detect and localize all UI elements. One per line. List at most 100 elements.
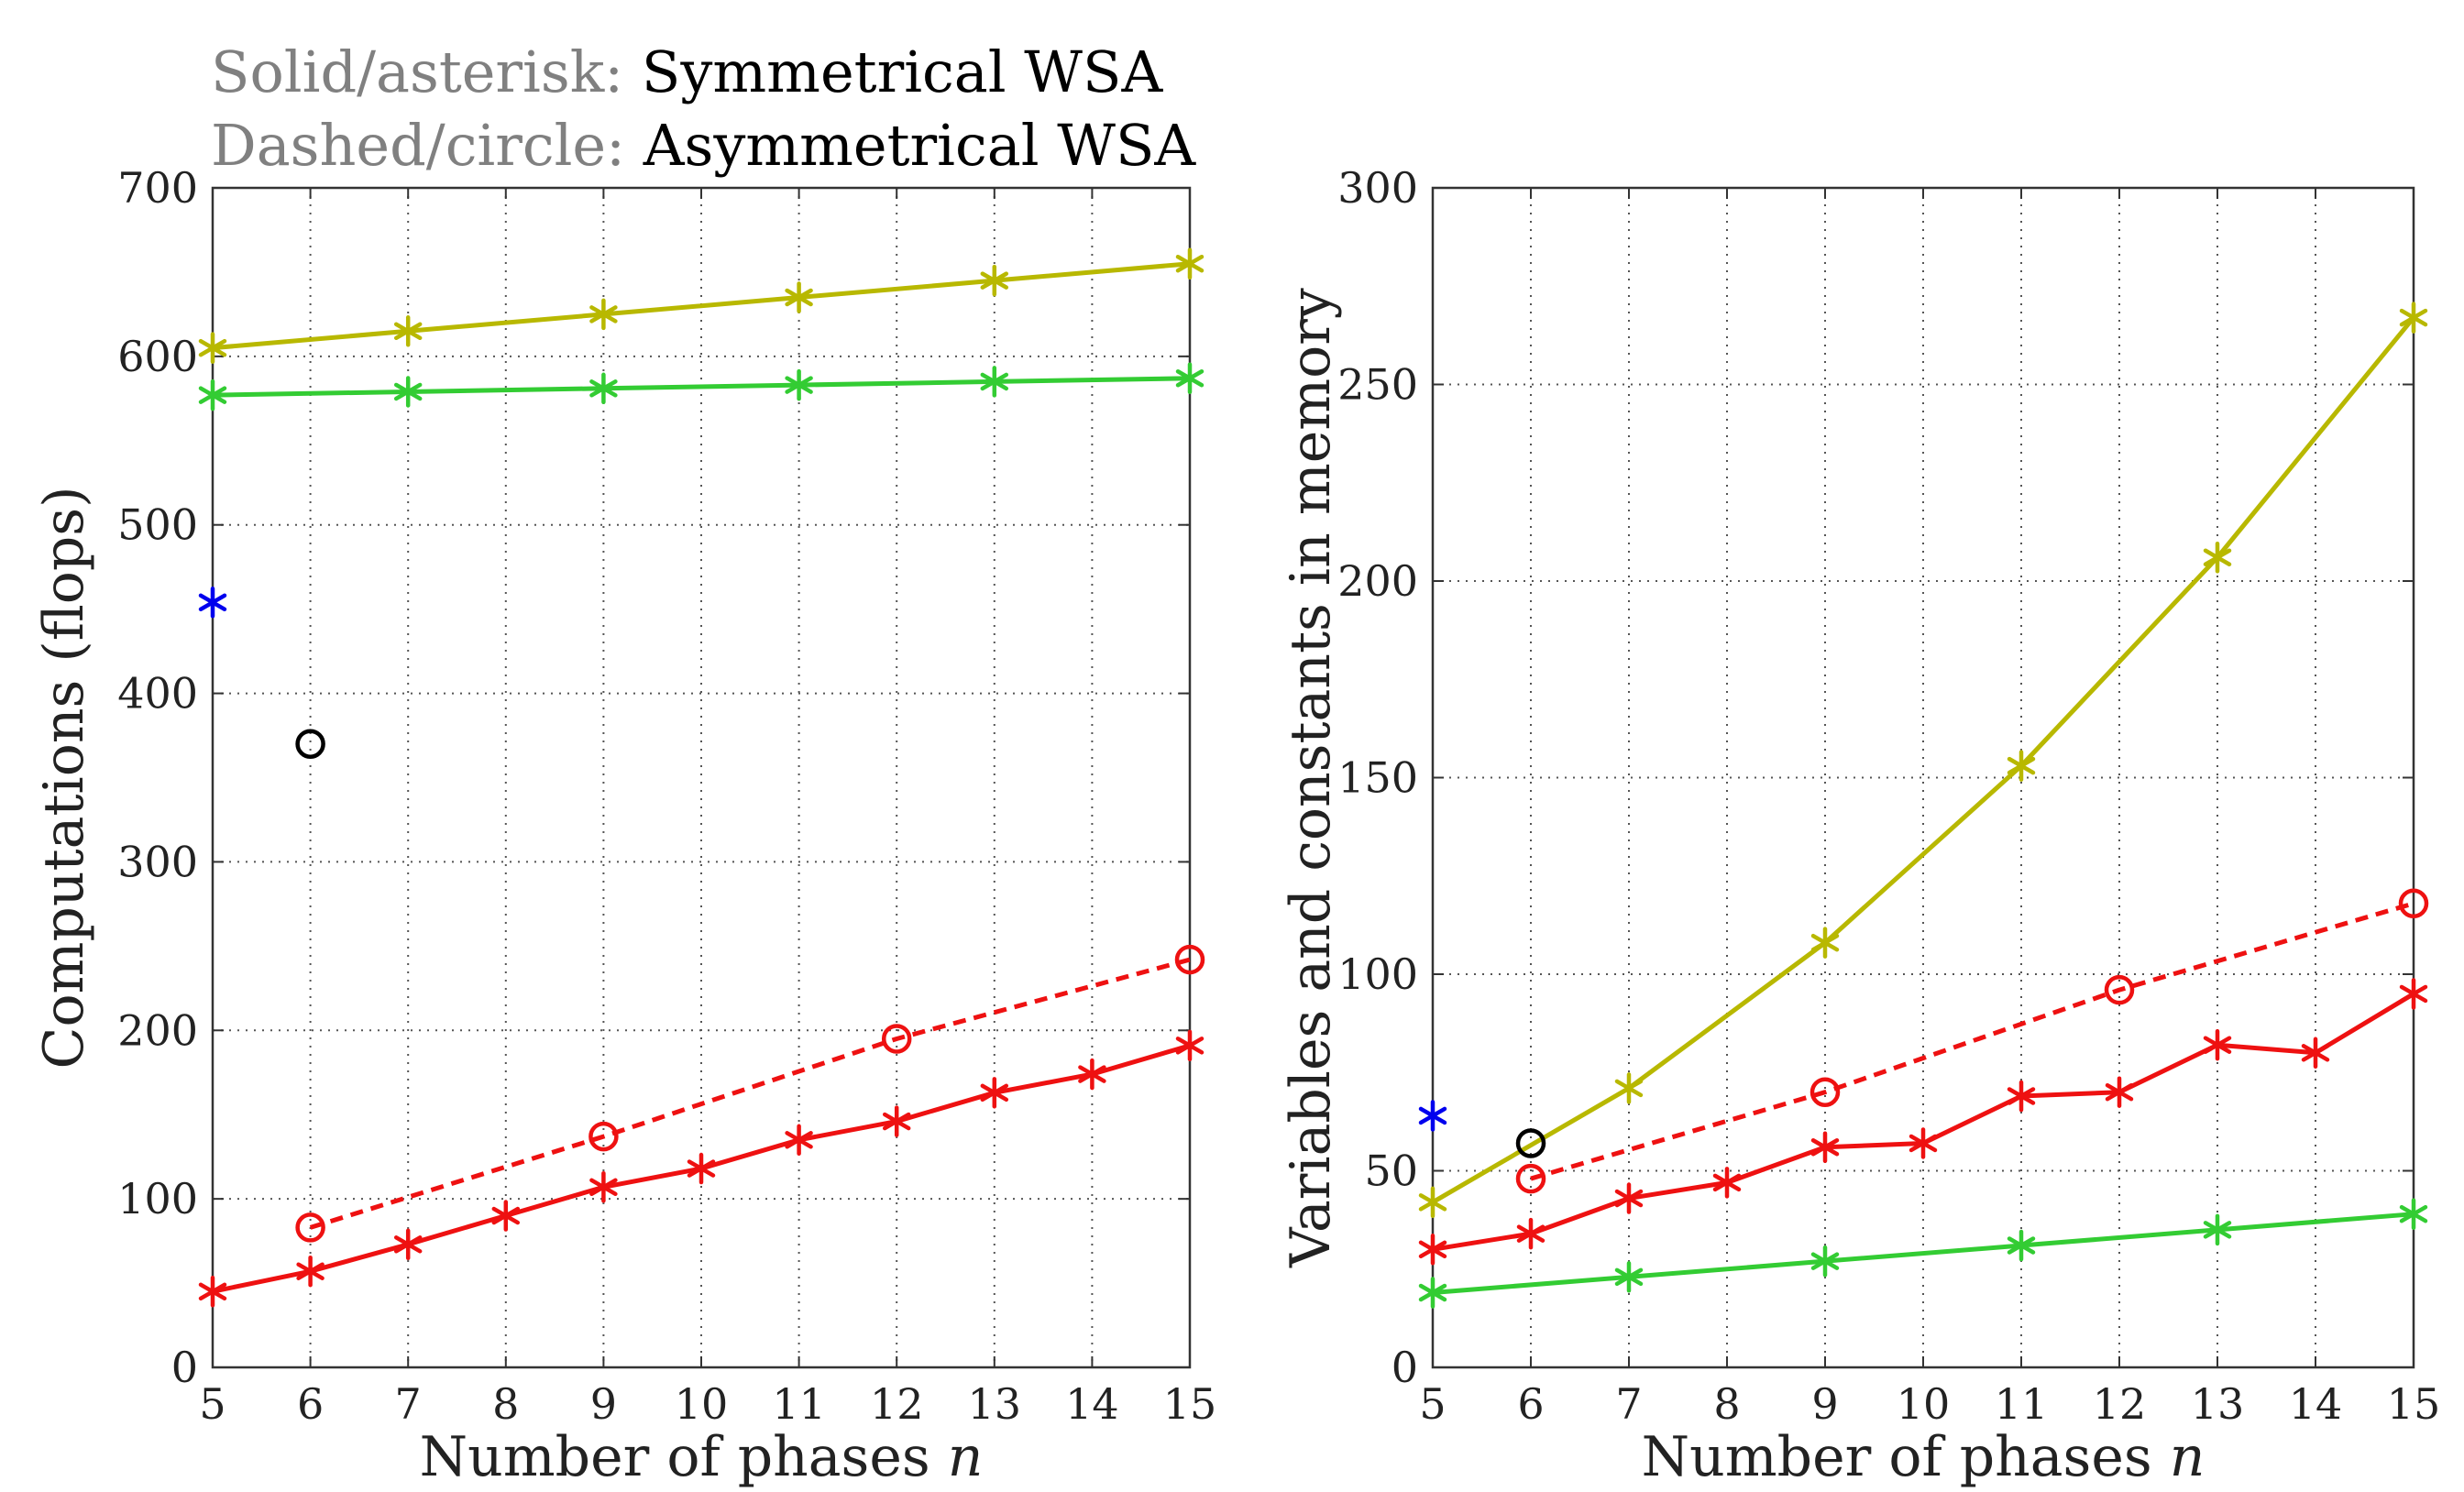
data-point-asterisk bbox=[785, 1124, 813, 1157]
y-tick-label: 200 bbox=[117, 1005, 198, 1055]
legend-key-dashed-circle: Dashed/circle: bbox=[211, 112, 626, 179]
series-yellow-symmetrical bbox=[1418, 302, 2428, 1219]
left-chart-panel: 5 6 7 8 9 10 11 12 13 14 15 0 100 200 300 400 500 600 700 N… bbox=[32, 163, 1216, 1489]
series-line bbox=[1432, 1212, 2414, 1295]
series-black-asymmetrical-point bbox=[1515, 1128, 1546, 1158]
series-blue-symmetrical-point bbox=[1418, 1100, 1447, 1132]
y-tick-label: 700 bbox=[117, 163, 198, 213]
y-tick-label: 50 bbox=[1364, 1146, 1418, 1196]
data-point-circle bbox=[1810, 1077, 1841, 1107]
data-point-circle bbox=[1515, 1128, 1546, 1158]
data-point-asterisk bbox=[1810, 927, 1840, 959]
x-tick-label: 11 bbox=[772, 1379, 826, 1429]
x-tick-label: 7 bbox=[395, 1379, 422, 1429]
data-point-circle bbox=[295, 729, 325, 759]
y-tick-label: 200 bbox=[1337, 556, 1418, 606]
data-point-asterisk bbox=[687, 1152, 716, 1185]
data-point-asterisk bbox=[1418, 1234, 1447, 1266]
data-point-asterisk bbox=[1418, 1100, 1447, 1132]
series-black-asymmetrical-point bbox=[295, 729, 325, 759]
x-tick-label: 5 bbox=[1419, 1379, 1446, 1429]
data-point-asterisk bbox=[198, 1276, 227, 1308]
data-point-asterisk bbox=[2203, 1213, 2232, 1246]
data-point-asterisk bbox=[1418, 1186, 1447, 1219]
series-line bbox=[212, 261, 1191, 351]
data-point-asterisk bbox=[2399, 978, 2428, 1010]
data-point-asterisk bbox=[198, 587, 227, 619]
y-tick-label: 300 bbox=[1337, 163, 1418, 213]
series-line bbox=[212, 376, 1191, 398]
data-point-circle bbox=[881, 1024, 912, 1054]
series-line bbox=[309, 957, 1191, 1230]
data-point-asterisk bbox=[589, 372, 618, 405]
legend-line-symmetrical: Solid/asterisk: Symmetrical WSA bbox=[211, 44, 1162, 101]
series-yellow-symmetrical bbox=[198, 247, 1204, 364]
data-point-asterisk bbox=[393, 1228, 423, 1261]
x-tick-label: 13 bbox=[968, 1379, 1022, 1429]
data-point-asterisk bbox=[1614, 1182, 1644, 1214]
data-point-asterisk bbox=[2399, 302, 2428, 334]
data-point-asterisk bbox=[1614, 1261, 1644, 1293]
data-point-asterisk bbox=[1712, 1167, 1742, 1199]
y-tick-label: 100 bbox=[1337, 949, 1418, 999]
data-point-asterisk bbox=[1418, 1277, 1447, 1309]
data-point-asterisk bbox=[980, 264, 1009, 297]
data-point-asterisk bbox=[296, 1255, 324, 1288]
data-point-asterisk bbox=[2007, 750, 2036, 782]
x-tick-label: 8 bbox=[492, 1379, 519, 1429]
data-point-asterisk bbox=[882, 1105, 911, 1137]
series-green-symmetrical bbox=[198, 362, 1204, 411]
y-axis-label: Computations (flops) bbox=[32, 487, 96, 1070]
y-tick-label: 500 bbox=[117, 500, 198, 550]
data-point-asterisk bbox=[980, 1077, 1009, 1109]
data-point-asterisk bbox=[2203, 1028, 2232, 1061]
x-axis-label-variable: n bbox=[2170, 1425, 2206, 1489]
x-tick-label: 6 bbox=[297, 1379, 324, 1429]
series-red-asymmetrical bbox=[1515, 888, 2429, 1194]
x-tick-label: 12 bbox=[2093, 1379, 2147, 1429]
y-tick-label: 250 bbox=[1337, 360, 1418, 410]
legend-key-solid-asterisk: Solid/asterisk: bbox=[211, 38, 624, 105]
x-tick-label: 15 bbox=[2387, 1379, 2441, 1429]
data-point-asterisk bbox=[393, 315, 423, 347]
data-point-circle bbox=[2104, 974, 2135, 1005]
x-tick-label: 15 bbox=[1163, 1379, 1217, 1429]
data-point-asterisk bbox=[1810, 1131, 1840, 1164]
x-tick-label: 7 bbox=[1615, 1379, 1642, 1429]
series-red-symmetrical bbox=[198, 1029, 1204, 1308]
x-tick-label: 8 bbox=[1713, 1379, 1740, 1429]
axes-box bbox=[211, 186, 1192, 1369]
x-tick-label: 14 bbox=[1065, 1379, 1119, 1429]
data-point-circle bbox=[588, 1121, 619, 1152]
data-point-asterisk bbox=[2105, 1076, 2134, 1108]
series-line bbox=[1431, 315, 2415, 1204]
series-red-asymmetrical bbox=[295, 944, 1205, 1243]
data-point-asterisk bbox=[491, 1200, 521, 1232]
y-tick-label: 0 bbox=[171, 1343, 198, 1392]
data-point-asterisk bbox=[2301, 1037, 2330, 1070]
x-tick-label: 9 bbox=[590, 1379, 617, 1429]
data-point-asterisk bbox=[198, 332, 227, 364]
x-tick-label: 10 bbox=[1897, 1379, 1951, 1429]
x-tick-label: 12 bbox=[870, 1379, 924, 1429]
x-tick-label: 9 bbox=[1811, 1379, 1838, 1429]
data-point-asterisk bbox=[1175, 362, 1204, 395]
x-tick-label: 13 bbox=[2191, 1379, 2245, 1429]
data-point-asterisk bbox=[1810, 1245, 1840, 1278]
legend-value-symmetrical: Symmetrical WSA bbox=[641, 38, 1163, 105]
data-point-asterisk bbox=[2399, 1198, 2428, 1230]
data-point-circle bbox=[295, 1212, 325, 1243]
data-point-circle bbox=[1174, 944, 1205, 975]
series-blue-symmetrical-point bbox=[198, 587, 227, 619]
series-line bbox=[1530, 901, 2414, 1181]
y-tick-label: 400 bbox=[117, 669, 198, 719]
series-red-symmetrical bbox=[1418, 978, 2428, 1266]
data-point-circle bbox=[2398, 888, 2429, 919]
x-tick-label: 6 bbox=[1517, 1379, 1544, 1429]
y-tick-label: 100 bbox=[117, 1174, 198, 1223]
data-point-asterisk bbox=[1516, 1217, 1546, 1250]
data-point-asterisk bbox=[785, 368, 813, 401]
series-green-symmetrical bbox=[1418, 1198, 2428, 1309]
data-point-asterisk bbox=[589, 298, 618, 331]
